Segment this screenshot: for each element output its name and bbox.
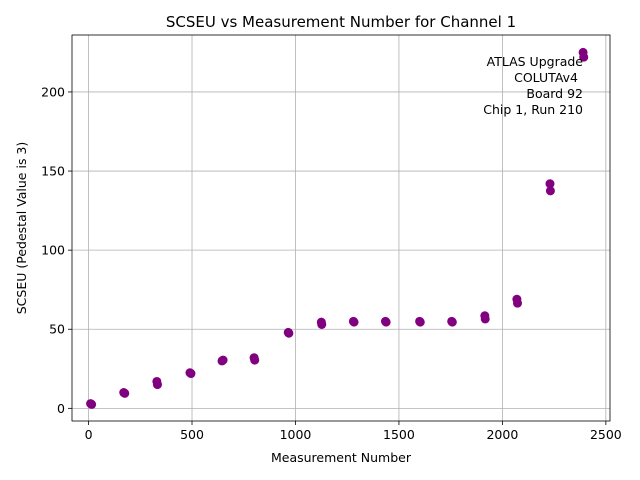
annotation-box: ATLAS Upgrade COLUTAv4 Board 92 Chip 1, …	[483, 54, 583, 117]
y-tick-label: 150	[41, 164, 65, 179]
data-point	[317, 320, 327, 329]
plot-frame	[71, 34, 611, 422]
data-point	[250, 355, 260, 365]
annotation-line-4: Chip 1, Run 210	[483, 102, 583, 117]
data-point	[120, 388, 130, 398]
annotation-line-1: ATLAS Upgrade	[487, 54, 584, 69]
data-point	[87, 399, 97, 409]
data-point	[218, 355, 228, 365]
y-tick-label: 0	[57, 401, 65, 416]
annotation-line-3: Board 92	[526, 86, 583, 101]
x-tick-label: 0	[85, 427, 93, 442]
data-point	[447, 317, 457, 327]
y-tick-label: 100	[41, 243, 65, 258]
data-point	[480, 314, 490, 324]
data-point	[545, 186, 555, 196]
data-point	[415, 317, 425, 327]
axis-ticks: 0 500 1000 1500 2000 2500 0 50 100 150 200	[41, 84, 622, 442]
data-point	[579, 52, 589, 62]
annotation-line-2: COLUTAv4	[514, 70, 578, 85]
y-tick-label: 200	[41, 84, 65, 99]
x-tick-label: 2500	[590, 427, 622, 442]
y-tick-label: 50	[49, 322, 65, 337]
x-tick-label: 1500	[383, 427, 415, 442]
chart-title: SCSEU vs Measurement Number for Channel …	[166, 13, 516, 31]
data-point	[284, 328, 294, 338]
data-point	[513, 298, 523, 308]
data-point	[152, 380, 162, 390]
data-point	[381, 317, 391, 327]
data-points	[86, 47, 589, 409]
data-point	[186, 369, 196, 379]
x-axis-title: Measurement Number	[271, 450, 412, 465]
data-point	[545, 179, 555, 189]
grid-lines	[72, 35, 610, 421]
x-tick-label: 1000	[280, 427, 312, 442]
y-axis-title: SCSEU (Pedestal Value is 3)	[14, 142, 29, 315]
data-point	[349, 317, 359, 327]
x-tick-label: 500	[180, 427, 204, 442]
x-tick-label: 2000	[486, 427, 518, 442]
